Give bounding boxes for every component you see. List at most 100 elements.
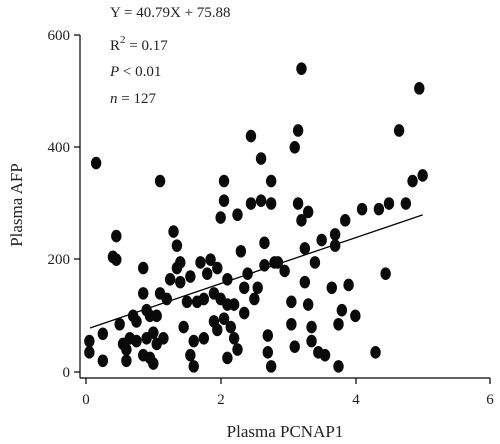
data-point <box>262 346 273 359</box>
data-point <box>158 332 169 345</box>
data-point <box>292 124 304 137</box>
data-point <box>222 351 233 365</box>
regression-equation: Y = 40.79X + 75.88 <box>110 5 231 21</box>
y-tick-label: 200 <box>48 252 71 268</box>
r2-value: = 0.17 <box>126 38 169 54</box>
data-point <box>303 298 314 311</box>
data-point <box>265 197 277 210</box>
data-point <box>242 267 253 281</box>
data-point <box>383 197 395 210</box>
data-point <box>340 214 351 227</box>
data-point <box>356 202 368 216</box>
data-point <box>417 169 428 182</box>
x-axis-title: Plasma PCNAP1 <box>227 422 344 441</box>
data-point <box>306 320 317 334</box>
data-point <box>393 124 405 137</box>
data-point <box>380 267 391 281</box>
data-point <box>316 233 327 247</box>
p-symbol: P <box>109 64 119 80</box>
points-layer <box>84 62 428 373</box>
data-point <box>164 273 176 286</box>
data-point <box>131 334 142 348</box>
data-point <box>218 312 230 325</box>
data-point <box>309 256 321 269</box>
data-point <box>245 197 257 210</box>
data-point <box>333 317 344 331</box>
data-point <box>292 197 304 210</box>
data-point <box>265 360 277 373</box>
data-point <box>198 332 210 345</box>
data-point <box>212 323 223 337</box>
data-point <box>175 256 186 269</box>
data-point <box>111 229 122 243</box>
y-axis-title: Plasma AFP <box>7 163 26 247</box>
data-point <box>319 348 331 362</box>
data-point <box>373 202 385 216</box>
data-point <box>218 174 230 188</box>
data-point <box>188 360 199 373</box>
n-value: = 127 <box>118 91 157 107</box>
data-point <box>138 348 149 362</box>
p-value: < 0.01 <box>119 64 161 80</box>
data-point <box>84 334 95 348</box>
data-point <box>329 239 341 252</box>
data-point <box>333 360 344 373</box>
y-tick-label: 400 <box>48 140 71 156</box>
r-squared-label: R2 = 0.17 <box>110 34 168 54</box>
data-point <box>185 348 196 362</box>
x-tick-label: 4 <box>352 392 360 408</box>
data-point <box>154 174 166 188</box>
data-point <box>326 281 337 295</box>
data-point <box>161 292 172 306</box>
data-point <box>148 326 159 339</box>
y-tick-label: 0 <box>63 365 71 381</box>
data-point <box>178 320 189 334</box>
data-point <box>259 258 270 272</box>
data-point <box>286 295 297 309</box>
data-point <box>265 174 277 188</box>
y-tick-label: 600 <box>48 28 71 44</box>
n-label: n = 127 <box>110 91 156 107</box>
n-symbol: n <box>110 91 118 107</box>
data-point <box>255 194 267 207</box>
data-point <box>171 239 183 252</box>
data-point <box>114 317 125 331</box>
data-point <box>329 228 341 241</box>
data-point <box>90 156 102 170</box>
data-point <box>175 275 186 289</box>
data-point <box>350 309 361 323</box>
data-point <box>296 62 307 75</box>
data-point <box>131 315 142 328</box>
data-point <box>121 343 132 356</box>
r2-prefix: R <box>110 38 120 54</box>
data-point <box>407 174 418 188</box>
data-point <box>343 278 354 292</box>
data-point <box>370 346 381 359</box>
data-point <box>255 152 267 165</box>
data-point <box>299 242 311 255</box>
data-point <box>215 211 226 224</box>
data-point <box>97 354 109 368</box>
data-point <box>262 329 273 342</box>
data-point <box>222 273 233 286</box>
data-point <box>286 317 297 331</box>
data-point <box>218 194 230 207</box>
data-point <box>239 281 250 295</box>
data-point <box>212 261 223 275</box>
data-point <box>168 225 179 238</box>
data-point <box>138 287 149 300</box>
data-point <box>228 298 240 311</box>
data-point <box>232 208 243 222</box>
data-point <box>306 334 317 348</box>
x-tick-label: 2 <box>217 392 225 408</box>
data-point <box>202 267 213 281</box>
data-point <box>245 129 257 143</box>
data-point <box>299 275 311 289</box>
data-point <box>151 309 162 323</box>
data-point <box>181 295 193 309</box>
data-point <box>188 334 199 348</box>
x-tick-label: 0 <box>82 392 90 408</box>
data-point <box>148 357 159 370</box>
data-point <box>228 332 240 345</box>
p-value-label: P < 0.01 <box>109 64 161 80</box>
